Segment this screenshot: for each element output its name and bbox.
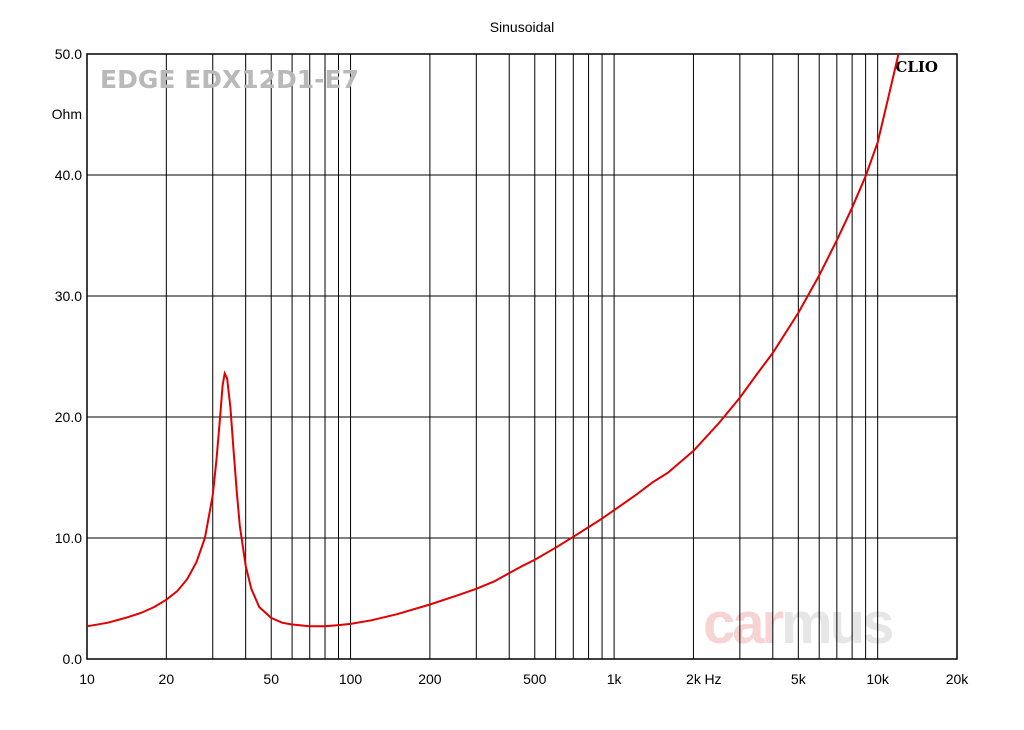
x-tick-label: 20 (159, 671, 175, 687)
watermark-part1: car (703, 591, 784, 656)
x-tick-label: 5k (791, 671, 807, 687)
y-tick-label: 40.0 (55, 167, 82, 183)
y-axis-ticks: 0.0 10.0 20.0 30.0 40.0 50.0 (55, 46, 82, 667)
impedance-curve (86, 53, 900, 628)
x-tick-label: 500 (523, 671, 547, 687)
y-tick-label: 10.0 (55, 530, 82, 546)
x-axis-label: Hz (704, 671, 721, 687)
x-tick-label: 10k (866, 671, 890, 687)
y-tick-label: 0.0 (63, 651, 83, 667)
watermark-part2: mus (781, 591, 892, 656)
y-tick-label: 20.0 (55, 409, 82, 425)
x-tick-label: 20k (946, 671, 970, 687)
y-axis-label: Ohm (52, 106, 82, 122)
grid-lines (87, 54, 957, 659)
x-axis-ticks: 10 20 50 100 200 500 1k 2k 5k 10k 20k (79, 671, 969, 687)
plot-area (86, 53, 958, 660)
x-tick-label: 200 (418, 671, 442, 687)
x-tick-label: 100 (339, 671, 363, 687)
svg-text:carmus: carmus (703, 591, 892, 656)
model-label: EDGE EDX12D1-E7 (100, 65, 359, 94)
y-tick-label: 50.0 (55, 46, 82, 62)
x-tick-label: 1k (607, 671, 623, 687)
x-tick-label: 2k (686, 671, 702, 687)
y-tick-label: 30.0 (55, 288, 82, 304)
x-tick-label: 50 (263, 671, 279, 687)
x-tick-label: 10 (79, 671, 95, 687)
chart-title: Sinusoidal (490, 19, 555, 35)
clio-logo: CLIO (895, 58, 938, 76)
watermark-logo: carmus (703, 591, 895, 656)
